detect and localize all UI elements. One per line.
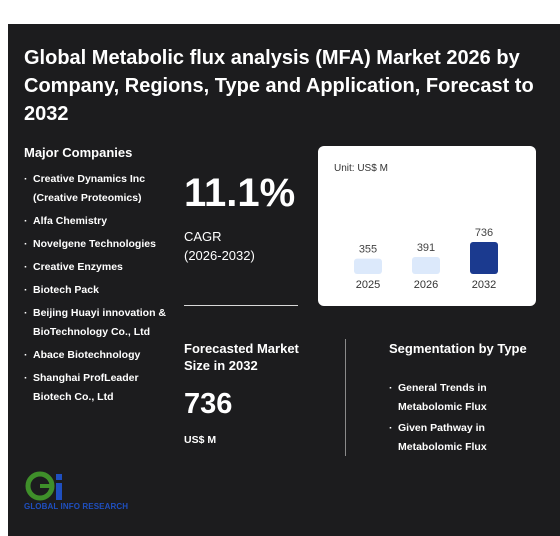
- value-label-2032: 736: [475, 227, 493, 239]
- companies-list: Creative Dynamics Inc (Creative Proteomi…: [24, 170, 166, 411]
- market-size-chart: Unit: US$ M 355 2025 391 2026 736 2032: [318, 146, 536, 306]
- cagr-period: (2026-2032): [184, 248, 255, 263]
- logo-icon: [25, 471, 62, 501]
- company-item: Creative Dynamics Inc (Creative Proteomi…: [24, 170, 166, 208]
- company-item: Abace Biotechnology: [24, 346, 166, 365]
- companies-heading: Major Companies: [24, 145, 133, 160]
- category-label-2032: 2032: [472, 279, 496, 291]
- forecast-value: 736: [184, 388, 233, 420]
- infographic-card: Global Metabolic flux analysis (MFA) Mar…: [8, 24, 560, 536]
- cagr-value: 11.1%: [184, 171, 296, 215]
- report-title: Global Metabolic flux analysis (MFA) Mar…: [24, 47, 534, 125]
- segment-item: Given Pathway in Metabolomic Flux: [389, 419, 521, 457]
- value-label-2025: 355: [359, 244, 377, 256]
- segmentation-list: General Trends in Metabolomic Flux Given…: [389, 379, 521, 459]
- vertical-divider: [345, 339, 346, 456]
- category-label-2026: 2026: [414, 279, 438, 291]
- company-item: Shanghai ProfLeader Biotech Co., Ltd: [24, 369, 166, 407]
- company-item: Alfa Chemistry: [24, 212, 166, 231]
- cagr-label: CAGR: [184, 229, 222, 244]
- segmentation-heading: Segmentation by Type: [389, 341, 527, 356]
- bar-2025: [354, 258, 382, 274]
- segment-item: General Trends in Metabolomic Flux: [389, 379, 521, 417]
- company-logo: GLOBAL INFO RESEARCH: [24, 470, 144, 516]
- company-item: Creative Enzymes: [24, 258, 166, 277]
- bar-chart: 355 2025 391 2026 736 2032: [354, 227, 498, 291]
- company-item: Beijing Huayi innovation & BioTechnology…: [24, 304, 166, 342]
- category-label-2025: 2025: [356, 279, 380, 291]
- company-item: Biotech Pack: [24, 281, 166, 300]
- company-item: Novelgene Technologies: [24, 235, 166, 254]
- bar-2032: [470, 242, 498, 274]
- chart-unit-label: Unit: US$ M: [334, 163, 388, 174]
- value-label-2026: 391: [417, 242, 435, 254]
- forecast-title: Forecasted Market Size in 2032: [184, 341, 299, 373]
- section-divider: [184, 305, 298, 306]
- bar-2026: [412, 257, 440, 274]
- logo-text: GLOBAL INFO RESEARCH: [24, 502, 129, 511]
- forecast-unit: US$ M: [184, 434, 217, 446]
